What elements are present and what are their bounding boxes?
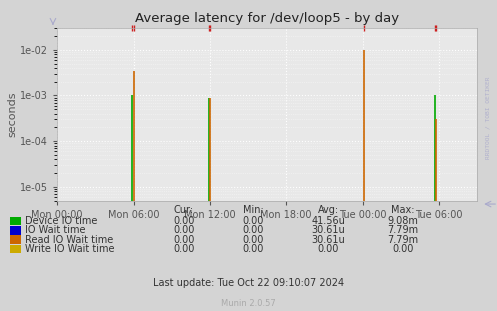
Text: 0.00: 0.00 — [243, 225, 264, 235]
Text: 41.56u: 41.56u — [311, 216, 345, 226]
Text: 0.00: 0.00 — [173, 235, 195, 245]
Text: Last update: Tue Oct 22 09:10:07 2024: Last update: Tue Oct 22 09:10:07 2024 — [153, 278, 344, 288]
Text: 30.61u: 30.61u — [311, 225, 345, 235]
Text: Munin 2.0.57: Munin 2.0.57 — [221, 299, 276, 308]
Text: Cur:: Cur: — [174, 205, 194, 215]
Title: Average latency for /dev/loop5 - by day: Average latency for /dev/loop5 - by day — [135, 12, 399, 26]
Text: RRDTOOL / TOBI OETIKER: RRDTOOL / TOBI OETIKER — [486, 77, 491, 160]
Text: IO Wait time: IO Wait time — [25, 225, 85, 235]
Text: Read IO Wait time: Read IO Wait time — [25, 235, 113, 245]
Y-axis label: seconds: seconds — [7, 91, 17, 137]
Text: 0.00: 0.00 — [173, 216, 195, 226]
Text: 0.00: 0.00 — [243, 235, 264, 245]
Text: 0.00: 0.00 — [243, 244, 264, 254]
Text: Max:: Max: — [391, 205, 414, 215]
Text: 0.00: 0.00 — [173, 244, 195, 254]
Text: Avg:: Avg: — [318, 205, 338, 215]
Text: Write IO Wait time: Write IO Wait time — [25, 244, 114, 254]
Text: 30.61u: 30.61u — [311, 235, 345, 245]
Text: Min:: Min: — [243, 205, 264, 215]
Text: 7.79m: 7.79m — [387, 235, 418, 245]
Text: Device IO time: Device IO time — [25, 216, 97, 226]
Text: 9.08m: 9.08m — [387, 216, 418, 226]
Text: 7.79m: 7.79m — [387, 225, 418, 235]
Text: 0.00: 0.00 — [392, 244, 414, 254]
Text: 0.00: 0.00 — [317, 244, 339, 254]
Text: 0.00: 0.00 — [173, 225, 195, 235]
Text: 0.00: 0.00 — [243, 216, 264, 226]
